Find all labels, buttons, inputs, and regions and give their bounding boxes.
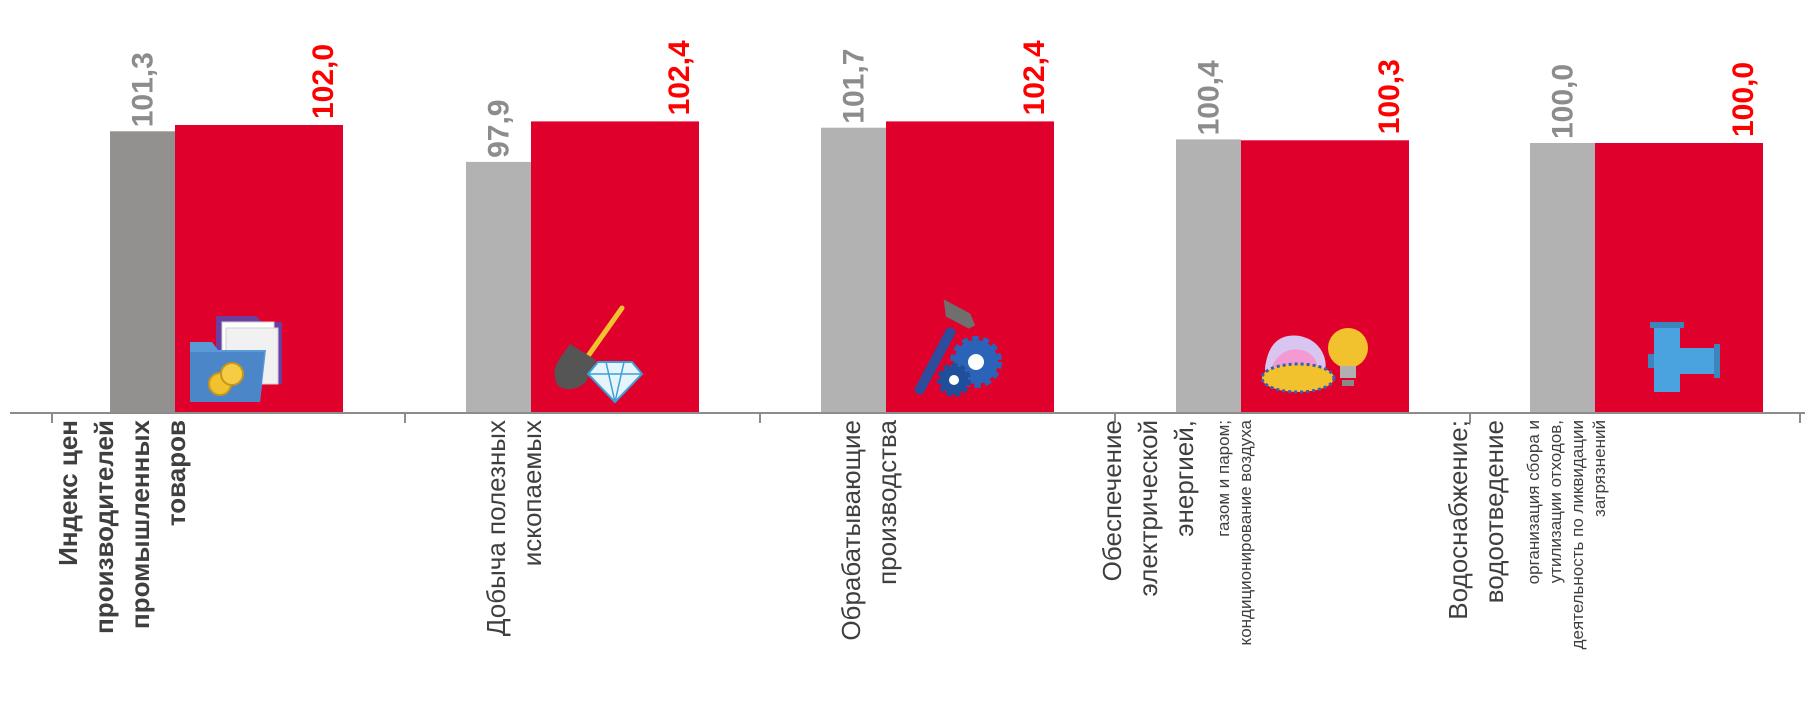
- category-label-4-line-5: кондиционирование воздуха: [1236, 419, 1255, 645]
- shovel-diamond-icon: [554, 305, 644, 404]
- category-label-4-line-4: газом и паром;: [1214, 420, 1233, 537]
- folder-coins-icon: [190, 316, 282, 402]
- category-labels-layer: Индекс цен производителей промышленных това…: [53, 419, 1609, 649]
- category-label-3-line-2: производства: [872, 419, 902, 584]
- gas-flame-lightbulb-icon: [1260, 328, 1368, 394]
- value-label-grey-5: 100,0: [1547, 64, 1580, 139]
- category-label-1-line-2: производителей: [89, 420, 119, 634]
- category-label-2-line-1: Добыча полезных: [481, 420, 511, 636]
- category-label-4-line-3: энергией,: [1169, 420, 1199, 537]
- category-label-2-line-2: ископаемых: [517, 420, 547, 566]
- category-label-1-line-3: промышленных: [125, 419, 155, 628]
- bars-layer: [110, 121, 1763, 414]
- value-label-grey-4: 100,4: [1193, 60, 1226, 135]
- category-label-5-line-4: утилизации отходов,: [1546, 420, 1565, 583]
- category-label-1-line-4: товаров: [161, 420, 191, 526]
- category-label-5-line-5: деятельность по ликвидации: [1568, 420, 1587, 649]
- category-label-5-line-3: организация сбора и: [1524, 420, 1543, 584]
- bar-grey-4: [1176, 139, 1241, 413]
- value-labels-layer: 101,3 102,0 97,9 102,4 101,7 102,4 100,4 100,3 1…: [127, 40, 1761, 158]
- value-label-red-4: 100,3: [1373, 59, 1406, 134]
- bar-grey-3: [821, 127, 886, 413]
- category-label-1-line-1: Индекс цен: [53, 420, 83, 566]
- icons-layer: [190, 299, 1720, 404]
- category-label-5-line-2: водоотведение: [1479, 420, 1509, 603]
- category-label-3-line-1: Обрабатывающие: [836, 420, 866, 641]
- category-label-4-line-1: Обеспечение: [1097, 420, 1127, 581]
- water-pipe-icon: [1648, 322, 1720, 392]
- x-axis: [10, 412, 1805, 423]
- category-label-5-line-6: загрязнений: [1590, 420, 1609, 517]
- value-label-grey-3: 101,7: [838, 49, 871, 124]
- category-label-4-line-2: электрической: [1133, 420, 1163, 597]
- value-label-red-5: 100,0: [1727, 62, 1760, 137]
- value-label-red-1: 102,0: [307, 44, 340, 119]
- value-label-red-2: 102,4: [663, 40, 696, 115]
- value-label-red-3: 102,4: [1018, 40, 1051, 115]
- bar-grey-2: [466, 161, 531, 413]
- bar-grey-5: [1530, 143, 1595, 413]
- hammer-gear-icon: [914, 299, 1002, 397]
- bar-grey-1: [110, 131, 175, 414]
- value-label-grey-2: 97,9: [483, 100, 516, 158]
- value-label-grey-1: 101,3: [127, 52, 160, 127]
- category-label-5-line-1: Водоснабжение;: [1443, 420, 1473, 620]
